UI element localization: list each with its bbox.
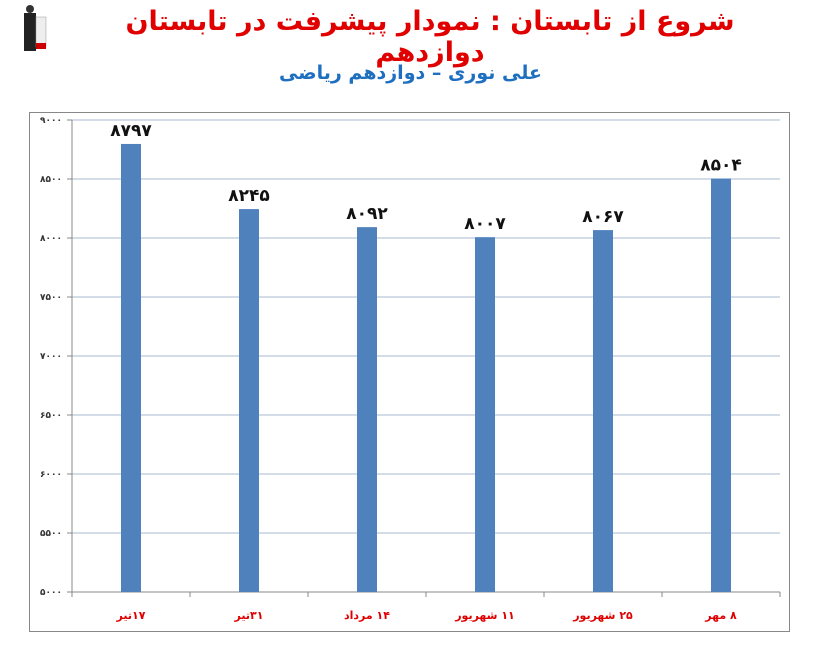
y-tick-label: ۵۰۰۰ bbox=[40, 588, 62, 598]
bar bbox=[239, 209, 259, 592]
y-tick-label: ۷۰۰۰ bbox=[40, 352, 62, 362]
chart-subtitle: علی نوری – دوازدهم ریاضی bbox=[279, 62, 542, 84]
y-tick-label: ۹۰۰۰ bbox=[40, 116, 62, 126]
bar bbox=[711, 178, 731, 592]
x-tick-label: ۳۱تیر bbox=[234, 609, 264, 622]
bar bbox=[121, 143, 141, 593]
y-tick-label: ۸۰۰۰ bbox=[40, 234, 62, 244]
data-label: ۸۰۶۷ bbox=[582, 207, 624, 227]
bar bbox=[475, 237, 495, 592]
data-label: ۸۰۹۲ bbox=[346, 204, 388, 224]
data-label: ۸۵۰۴ bbox=[700, 156, 742, 176]
x-tick-label: ۲۵ شهریور bbox=[572, 609, 633, 622]
y-tick-label: ۵۵۰۰ bbox=[40, 529, 62, 539]
chart-title: شروع از تابستان : نمودار پیشرفت در تابست… bbox=[125, 6, 735, 68]
y-tick-label: ۸۵۰۰ bbox=[40, 175, 62, 185]
data-label: ۸۷۹۷ bbox=[110, 121, 152, 141]
x-tick-label: ۱۴ مرداد bbox=[344, 609, 390, 622]
bar bbox=[357, 227, 377, 593]
x-tick-label: ۱۷تیر bbox=[116, 609, 146, 622]
y-tick-label: ۶۰۰۰ bbox=[40, 470, 62, 480]
logo bbox=[24, 5, 47, 51]
data-label: ۸۲۴۵ bbox=[228, 186, 270, 206]
x-tick-label: ۱۱ شهریور bbox=[454, 609, 515, 622]
bar bbox=[593, 230, 613, 592]
x-tick-label: ۸ مهر bbox=[704, 609, 737, 622]
y-tick-label: ۷۵۰۰ bbox=[40, 293, 62, 303]
chart-frame bbox=[29, 112, 790, 632]
y-tick-label: ۶۵۰۰ bbox=[40, 411, 62, 421]
data-label: ۸۰۰۷ bbox=[464, 214, 506, 234]
